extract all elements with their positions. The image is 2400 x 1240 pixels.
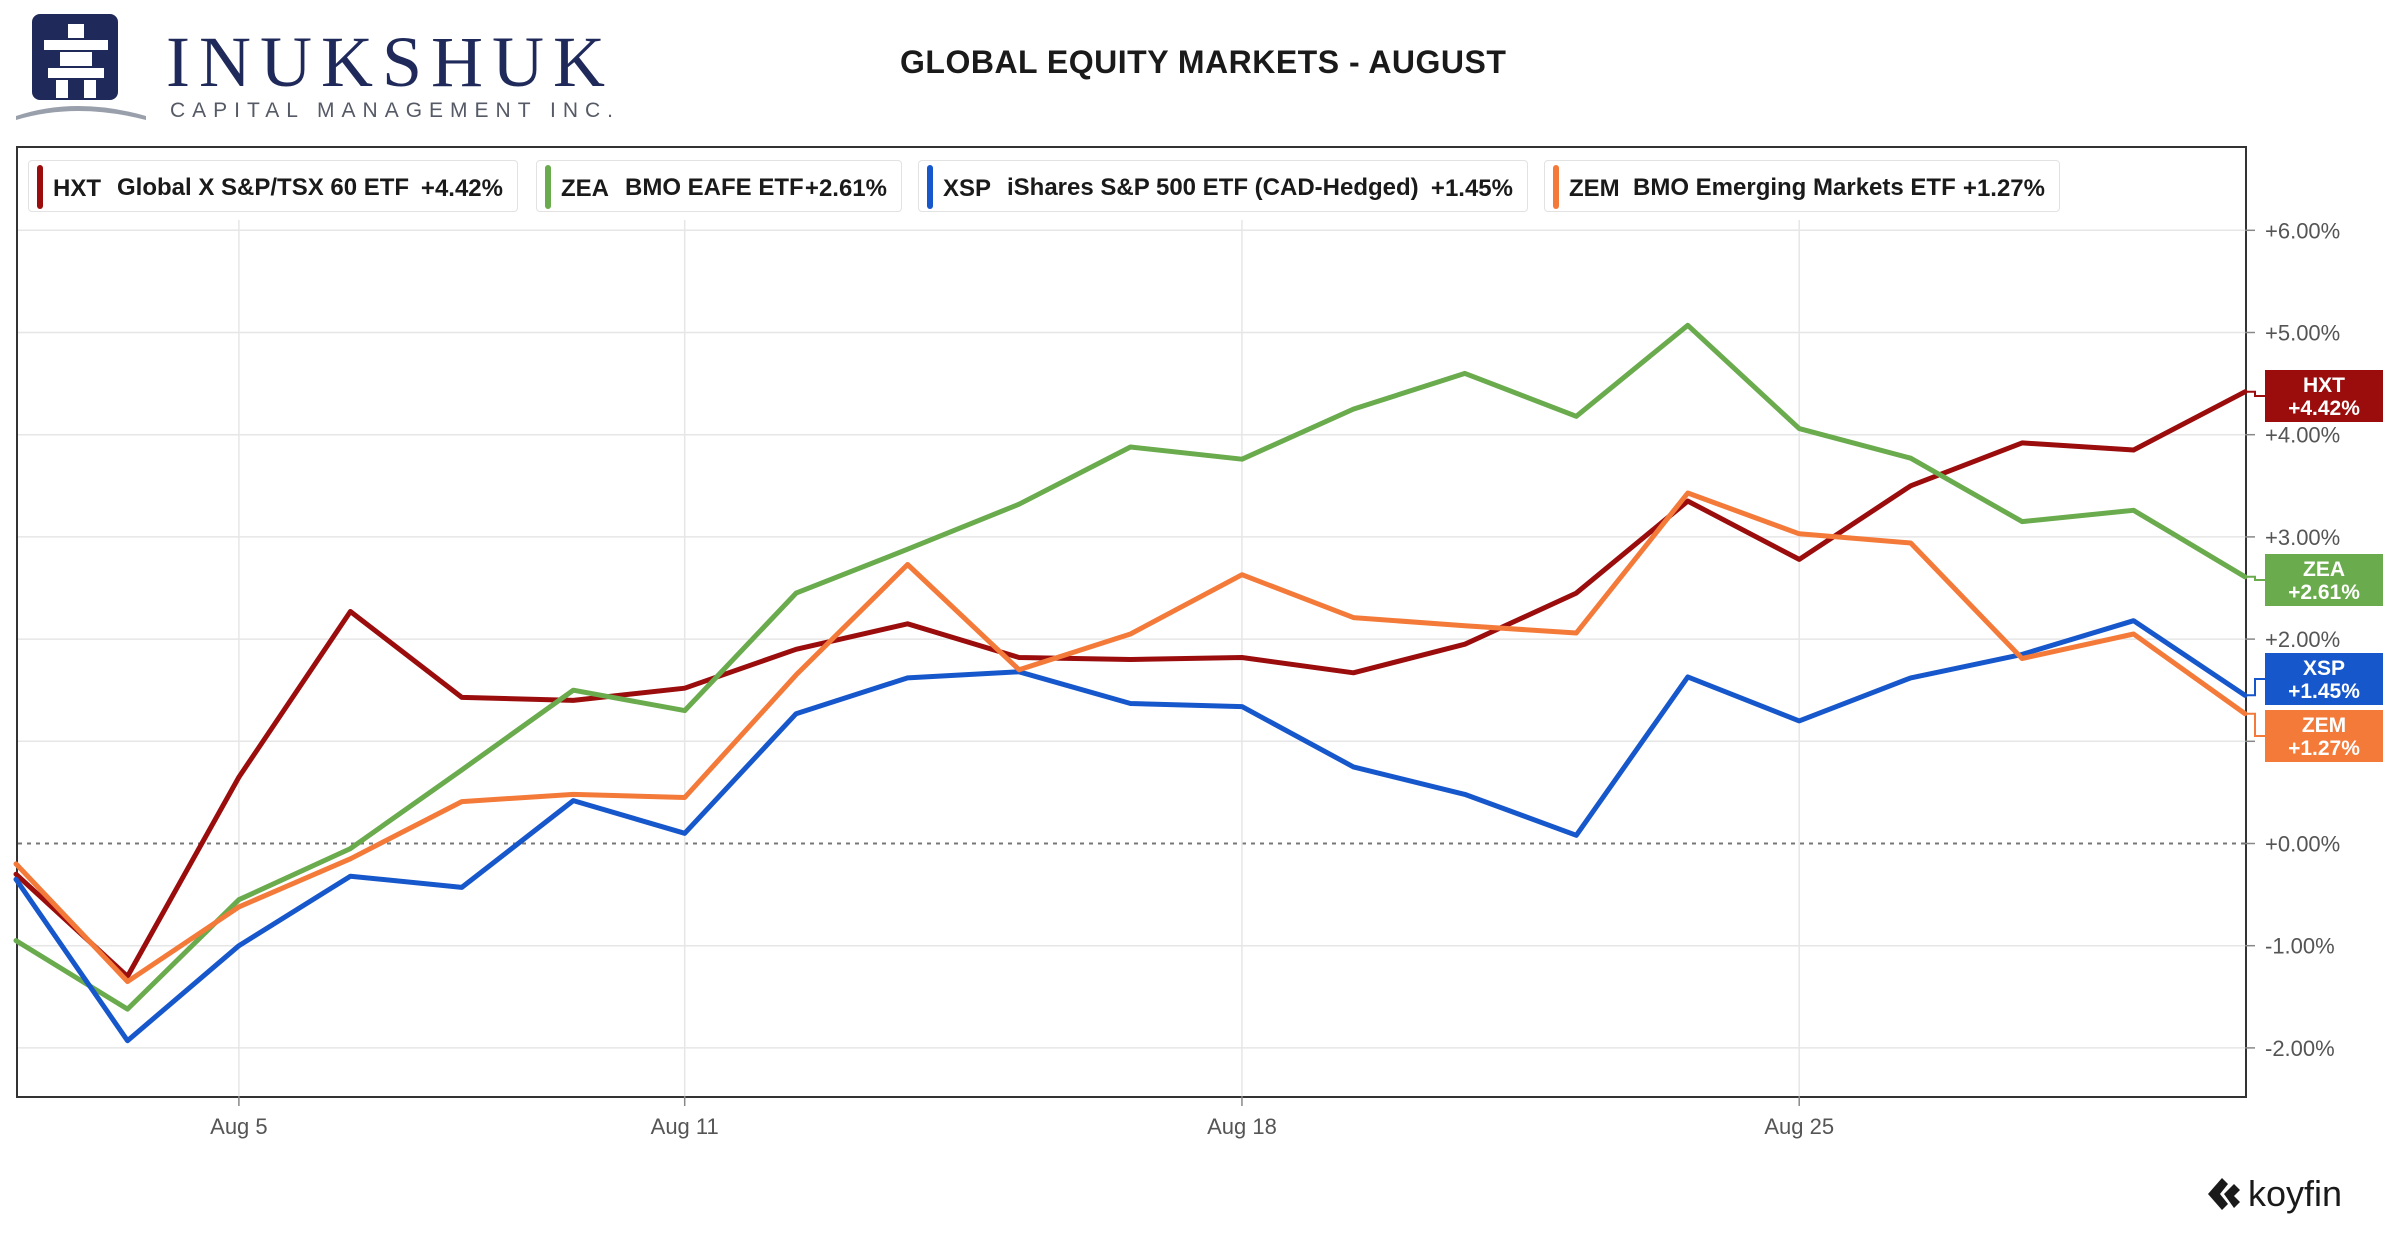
legend-item-zem[interactable]: ZEM BMO Emerging Markets ETF +1.27% xyxy=(1544,160,2060,212)
y-tick-label: +2.00% xyxy=(2265,627,2340,652)
y-tick-label: +6.00% xyxy=(2265,218,2340,243)
legend-swatch xyxy=(37,165,43,209)
legend-ticker: ZEM xyxy=(1569,175,1620,202)
legend-item-xsp[interactable]: XSP iShares S&P 500 ETF (CAD-Hedged) +1.… xyxy=(918,160,1528,212)
legend-item-hxt[interactable]: HXT Global X S&P/TSX 60 ETF +4.42% xyxy=(28,160,518,212)
legend-ticker: HXT xyxy=(53,175,101,202)
logo-wordmark: INUKSHUK xyxy=(166,22,614,102)
legend-change: +1.27% xyxy=(1962,175,2045,202)
y-tick-label: -1.00% xyxy=(2265,934,2335,959)
legend-name: iShares S&P 500 ETF (CAD-Hedged) xyxy=(1007,175,1419,201)
end-label-ticker: HXT xyxy=(2303,374,2345,397)
end-label-connector xyxy=(2245,390,2265,397)
logo-subtitle: CAPITAL MANAGEMENT INC. xyxy=(170,99,620,122)
end-label-box-hxt xyxy=(2265,370,2383,422)
end-label-connector xyxy=(2245,712,2265,737)
chart-title: GLOBAL EQUITY MARKETS - AUGUST xyxy=(900,44,1507,80)
end-label-ticker: ZEA xyxy=(2303,558,2345,581)
x-tick-label: Aug 18 xyxy=(1207,1114,1277,1139)
y-tick-label: +5.00% xyxy=(2265,321,2340,346)
end-label-box-zea xyxy=(2265,554,2383,606)
legend-swatch xyxy=(545,165,551,209)
legend-item-zea[interactable]: ZEA BMO EAFE ETF +2.61% xyxy=(536,160,902,212)
legend-ticker: ZEA xyxy=(561,175,609,202)
y-tick-label: +3.00% xyxy=(2265,525,2340,550)
series-line-xsp xyxy=(13,618,2248,1044)
chart-frame xyxy=(16,146,2247,1098)
end-label-ticker: ZEM xyxy=(2302,714,2346,737)
koyfin-logo-icon xyxy=(2208,1178,2240,1210)
end-label-ticker: XSP xyxy=(2303,657,2345,680)
end-label-connector xyxy=(2245,678,2265,697)
koyfin-watermark: koyfin xyxy=(2208,1173,2342,1214)
y-tick-label: -2.00% xyxy=(2265,1036,2335,1061)
koyfin-brand: koyfin xyxy=(2248,1173,2342,1214)
end-label-value: +1.45% xyxy=(2288,680,2360,703)
legend-ticker: XSP xyxy=(943,175,992,202)
x-tick-label: Aug 11 xyxy=(651,1114,719,1139)
legend-name: Global X S&P/TSX 60 ETF xyxy=(117,175,410,201)
legend-change: +1.45% xyxy=(1430,175,1513,202)
y-tick-label: +0.00% xyxy=(2265,832,2340,857)
series-line-zem xyxy=(13,490,2248,984)
end-label-value: +2.61% xyxy=(2288,581,2360,604)
x-tick-label: Aug 25 xyxy=(1764,1114,1834,1139)
inukshuk-logo: INUKSHUK CAPITAL MANAGEMENT INC. xyxy=(16,12,616,132)
legend-change: +2.61% xyxy=(804,175,887,202)
legend-swatch xyxy=(1553,165,1559,209)
end-label-connector xyxy=(2245,575,2265,581)
legend-name: BMO EAFE ETF xyxy=(625,175,804,201)
end-label-value: +4.42% xyxy=(2288,397,2360,420)
y-tick-label: +4.00% xyxy=(2265,423,2340,448)
series-line-hxt xyxy=(13,389,2248,979)
legend-name: BMO Emerging Markets ETF xyxy=(1633,175,1956,201)
series-line-zea xyxy=(13,322,2248,1012)
end-label-box-xsp xyxy=(2265,653,2383,705)
end-label-value: +1.27% xyxy=(2288,737,2360,760)
end-label-box-zem xyxy=(2265,710,2383,762)
legend-swatch xyxy=(927,165,933,209)
inukshuk-emblem-icon xyxy=(16,14,146,120)
x-tick-label: Aug 5 xyxy=(210,1114,268,1139)
legend-change: +4.42% xyxy=(420,175,503,202)
